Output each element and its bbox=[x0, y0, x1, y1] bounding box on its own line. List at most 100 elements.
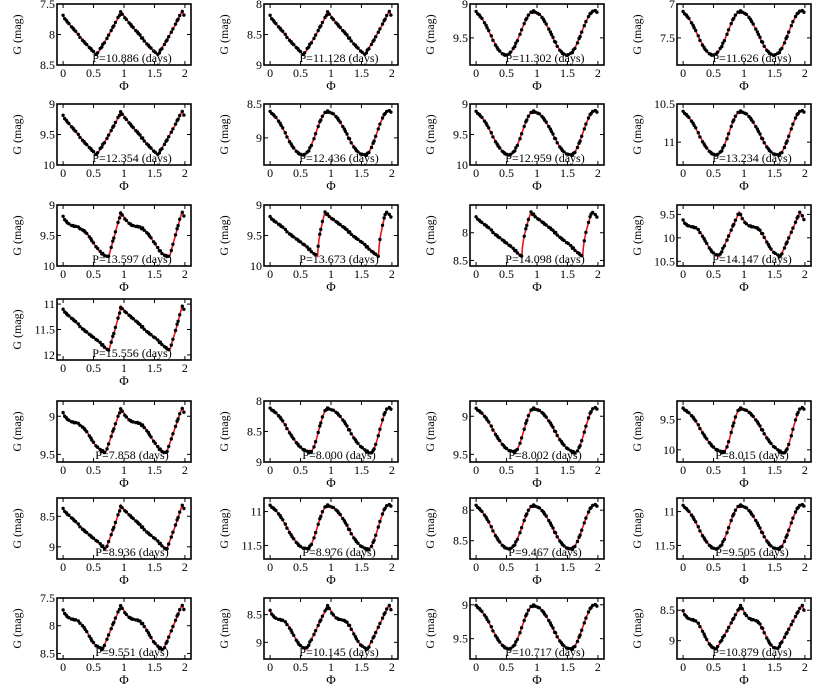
x-tick-label: 0 bbox=[60, 560, 66, 574]
x-tick-label: 1.5 bbox=[147, 66, 162, 80]
data-point bbox=[298, 544, 303, 549]
data-point bbox=[537, 218, 542, 222]
data-point bbox=[128, 616, 133, 620]
data-point bbox=[513, 44, 517, 49]
data-point bbox=[789, 434, 793, 438]
data-point bbox=[385, 607, 389, 611]
data-point bbox=[489, 424, 493, 428]
period-label: P=9.467 (days) bbox=[508, 545, 581, 559]
data-point bbox=[131, 420, 135, 424]
data-point bbox=[175, 18, 179, 23]
data-point bbox=[484, 23, 488, 27]
data-point bbox=[109, 28, 113, 33]
data-point bbox=[382, 612, 386, 616]
data-point bbox=[167, 348, 171, 352]
data-point bbox=[156, 539, 160, 543]
data-point bbox=[175, 118, 179, 123]
data-point bbox=[684, 614, 688, 618]
data-point bbox=[480, 411, 484, 415]
data-point bbox=[102, 253, 107, 258]
y-tick-label: 10 bbox=[43, 259, 55, 273]
x-tick-label: 2 bbox=[389, 166, 395, 180]
data-point bbox=[271, 112, 275, 117]
data-point bbox=[773, 251, 777, 255]
data-point bbox=[777, 153, 782, 157]
data-point bbox=[98, 249, 102, 253]
data-point bbox=[146, 330, 151, 335]
x-tick-label: 1.5 bbox=[147, 660, 162, 674]
data-point bbox=[149, 533, 153, 538]
data-point bbox=[789, 24, 793, 28]
model-curve bbox=[475, 10, 599, 56]
data-point bbox=[182, 113, 186, 117]
x-tick-label: 2 bbox=[595, 267, 601, 281]
data-point bbox=[307, 149, 311, 153]
data-point bbox=[331, 408, 336, 412]
data-point bbox=[586, 116, 591, 120]
data-point bbox=[733, 218, 738, 222]
x-tick-label: 0.5 bbox=[293, 660, 308, 674]
x-tick-label: 2 bbox=[802, 267, 808, 281]
data-point bbox=[691, 415, 695, 419]
data-point bbox=[74, 129, 78, 133]
data-point bbox=[491, 230, 495, 235]
data-point bbox=[754, 27, 758, 31]
data-point bbox=[731, 224, 735, 228]
data-point bbox=[744, 506, 749, 510]
data-point bbox=[157, 249, 162, 253]
data-point bbox=[89, 47, 93, 51]
data-point bbox=[582, 24, 586, 28]
data-point bbox=[387, 9, 391, 14]
data-point bbox=[593, 212, 597, 217]
light-curve-panel: 0 0.5 1 1.5 2 9 9.5 10 P=12.959 (days) Φ G (mag) bbox=[423, 97, 605, 193]
model-curve bbox=[475, 110, 599, 156]
data-point bbox=[766, 639, 771, 643]
period-label: P=10.145 (days) bbox=[299, 645, 378, 659]
data-point bbox=[285, 135, 289, 139]
data-point bbox=[515, 143, 520, 148]
data-point bbox=[178, 113, 182, 118]
data-point bbox=[777, 547, 782, 551]
data-point bbox=[335, 411, 340, 416]
data-point bbox=[795, 412, 799, 417]
data-point bbox=[178, 217, 182, 221]
data-point bbox=[522, 618, 526, 623]
data-point bbox=[349, 232, 353, 236]
y-axis-label: G (mag) bbox=[217, 411, 231, 451]
data-point bbox=[367, 47, 371, 51]
data-point bbox=[356, 541, 360, 545]
x-tick-label: 2 bbox=[389, 560, 395, 574]
data-point bbox=[91, 640, 96, 645]
data-point bbox=[508, 546, 513, 550]
period-label: P=14.098 (days) bbox=[505, 252, 584, 266]
data-point bbox=[283, 522, 287, 526]
data-point bbox=[382, 508, 386, 512]
data-point bbox=[162, 142, 167, 147]
data-point bbox=[755, 30, 760, 34]
data-point bbox=[374, 630, 378, 635]
data-point bbox=[142, 528, 146, 532]
x-tick-label: 1.5 bbox=[767, 660, 782, 674]
data-point bbox=[389, 504, 393, 508]
data-point bbox=[681, 218, 685, 222]
data-point bbox=[477, 409, 481, 413]
data-point bbox=[577, 251, 581, 256]
data-point bbox=[773, 646, 777, 650]
data-point bbox=[575, 449, 580, 453]
x-tick-label: 1 bbox=[534, 66, 540, 80]
data-point bbox=[570, 246, 575, 250]
data-point bbox=[124, 311, 129, 315]
data-point bbox=[591, 9, 595, 13]
data-point bbox=[591, 109, 595, 114]
data-point bbox=[711, 53, 716, 57]
data-point bbox=[313, 132, 318, 136]
data-point bbox=[327, 407, 331, 411]
y-tick-label: 9 bbox=[462, 409, 468, 423]
data-point bbox=[278, 121, 282, 125]
data-point bbox=[338, 120, 342, 124]
data-point bbox=[346, 136, 351, 140]
data-point bbox=[374, 252, 378, 256]
data-point bbox=[153, 641, 157, 646]
data-point bbox=[566, 646, 570, 650]
data-point bbox=[345, 424, 349, 428]
